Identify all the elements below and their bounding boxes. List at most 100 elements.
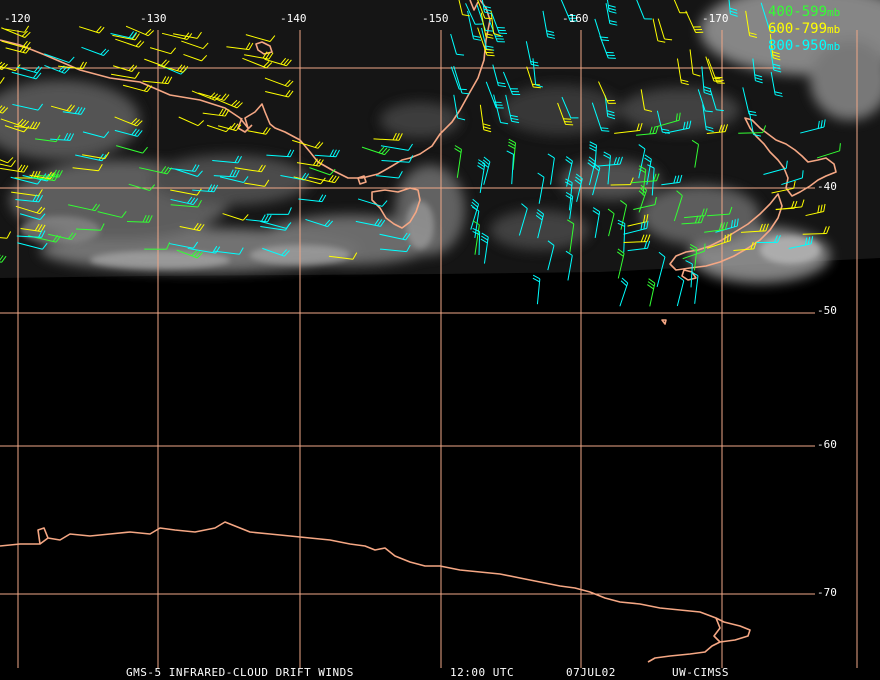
stewart-island bbox=[681, 269, 697, 281]
small-island bbox=[357, 175, 367, 185]
wind-barb bbox=[50, 132, 75, 141]
nz-south-island bbox=[669, 193, 783, 271]
wind-barb bbox=[647, 164, 655, 196]
wind-barb bbox=[597, 156, 623, 167]
wind-barb bbox=[305, 218, 334, 228]
wind-barb bbox=[537, 172, 545, 204]
wind-barb bbox=[673, 190, 683, 222]
wind-barb bbox=[816, 143, 841, 159]
wind-barb bbox=[0, 231, 12, 239]
wind-barb bbox=[691, 139, 700, 168]
wind-barb bbox=[245, 214, 272, 223]
caption-time: 12:00 UTC bbox=[450, 666, 514, 679]
wind-barb bbox=[280, 172, 310, 181]
wind-barb bbox=[477, 27, 495, 57]
wind-barb bbox=[631, 173, 660, 184]
wind-barb bbox=[470, 198, 480, 230]
wind-barb bbox=[681, 215, 705, 225]
wind-barb bbox=[638, 144, 646, 179]
wind-barb bbox=[557, 102, 574, 126]
wind-barb bbox=[234, 164, 266, 173]
wind-barb bbox=[565, 156, 573, 187]
wind-barb bbox=[472, 220, 480, 255]
wind-barb bbox=[701, 66, 712, 96]
wind-barb bbox=[657, 18, 673, 41]
wind-barb bbox=[170, 196, 199, 206]
wind-barb bbox=[0, 164, 29, 173]
wind-barb bbox=[617, 219, 626, 253]
wind-barb bbox=[453, 65, 470, 95]
wind-barb bbox=[217, 122, 242, 132]
wind-barb bbox=[68, 203, 101, 212]
wind-barb bbox=[623, 234, 651, 243]
lat-label: -50 bbox=[817, 304, 837, 317]
lon-label: -130 bbox=[140, 12, 167, 25]
legend-item-800-950: 800-950mb bbox=[768, 38, 840, 54]
wind-barb bbox=[652, 18, 666, 43]
wind-barb bbox=[375, 171, 403, 179]
wind-barb bbox=[1, 27, 31, 38]
wind-barb bbox=[458, 0, 470, 17]
wind-barb bbox=[244, 179, 270, 187]
wind-barb bbox=[627, 240, 651, 252]
wind-barb bbox=[242, 57, 273, 69]
wind-barb bbox=[480, 232, 489, 264]
wind-barb bbox=[763, 160, 788, 176]
wind-barb bbox=[560, 0, 578, 22]
wind-barb bbox=[183, 53, 208, 62]
wind-barb bbox=[328, 252, 358, 260]
wind-barb bbox=[169, 164, 200, 172]
wind-barb bbox=[477, 159, 486, 194]
wind-barb bbox=[733, 241, 757, 252]
wind-barb bbox=[706, 233, 732, 249]
wind-barb bbox=[58, 61, 87, 70]
longitude-labels: -120 -130 -140 -150 -160 -170 bbox=[4, 12, 729, 25]
wind-barb bbox=[170, 188, 202, 196]
wind-barb bbox=[179, 222, 205, 232]
wind-barb bbox=[19, 213, 46, 221]
lat-label: -60 bbox=[817, 438, 837, 451]
wind-barb bbox=[689, 244, 698, 271]
wind-barb bbox=[173, 31, 202, 39]
wind-barb bbox=[0, 160, 16, 168]
australia-coast bbox=[0, 0, 491, 179]
wind-barb bbox=[728, 0, 738, 17]
wind-barb bbox=[110, 31, 137, 39]
wind-barb bbox=[676, 58, 689, 86]
wind-barb bbox=[202, 108, 230, 117]
wind-barb bbox=[16, 230, 46, 238]
legend-item-400-599: 400-599mb bbox=[768, 4, 840, 20]
wind-barb bbox=[0, 157, 14, 164]
wind-barb bbox=[82, 131, 110, 138]
wind-barb bbox=[715, 218, 739, 233]
wind-barb bbox=[380, 143, 413, 151]
wind-barb bbox=[450, 33, 465, 56]
tasmania bbox=[371, 187, 421, 229]
wind-barb bbox=[518, 203, 528, 236]
wind-barb bbox=[0, 254, 7, 263]
wind-barb bbox=[50, 104, 76, 112]
wind-barb bbox=[491, 12, 507, 34]
nz-north-island bbox=[744, 117, 837, 197]
wind-barb bbox=[482, 156, 491, 185]
wind-barb bbox=[493, 94, 509, 125]
lat-label: -40 bbox=[817, 180, 837, 193]
wind-barb bbox=[75, 223, 105, 231]
wind-barb bbox=[770, 71, 783, 97]
lat-label: -70 bbox=[817, 586, 837, 599]
wind-barb bbox=[603, 151, 611, 185]
wind-barb bbox=[169, 241, 199, 249]
wind-barb bbox=[769, 33, 781, 61]
wind-barb bbox=[78, 26, 105, 34]
wind-barb bbox=[638, 184, 648, 213]
wind-barb bbox=[212, 155, 242, 164]
caption-date: 07JUL02 bbox=[566, 666, 616, 679]
wind-barb bbox=[144, 242, 171, 250]
coast-notch-1 bbox=[237, 117, 253, 133]
wind-barb bbox=[17, 242, 48, 250]
wind-barb bbox=[598, 81, 616, 104]
wind-barb bbox=[656, 251, 666, 287]
wind-barb bbox=[381, 155, 414, 163]
wind-barb bbox=[745, 10, 758, 39]
wind-barb bbox=[802, 226, 830, 235]
